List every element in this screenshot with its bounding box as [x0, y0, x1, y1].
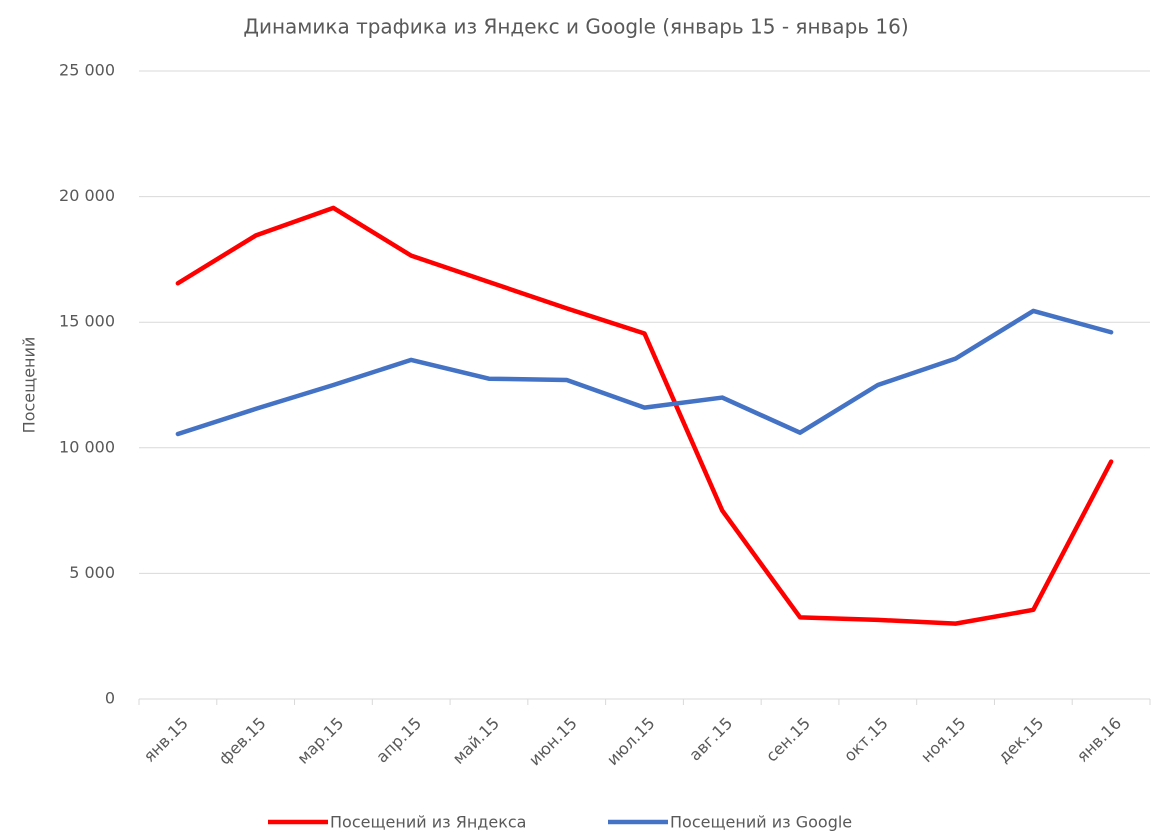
y-tick-label: 25 000 — [59, 61, 115, 80]
x-tick-label: ноя.15 — [917, 714, 970, 767]
y-tick-label: 5 000 — [69, 563, 115, 582]
x-tick-label: дек.15 — [994, 714, 1047, 767]
x-tick-label: янв.15 — [140, 714, 192, 766]
legend-label: Посещений из Яндекса — [330, 813, 526, 832]
series-line — [175, 308, 1114, 437]
y-tick-label: 15 000 — [59, 312, 115, 331]
x-tick-label: апр.15 — [372, 714, 425, 767]
legend-label: Посещений из Google — [670, 813, 852, 832]
chart-title: Динамика трафика из Яндекс и Google (янв… — [243, 15, 908, 39]
x-tick-label: фев.15 — [215, 714, 270, 769]
x-tick-label: июл.15 — [603, 714, 659, 770]
x-tick-label: мар.15 — [293, 714, 347, 768]
x-tick-label: окт.15 — [840, 714, 892, 766]
series-line — [175, 205, 1114, 626]
x-tick-label: июн.15 — [525, 714, 581, 770]
x-tick-label: май.15 — [449, 714, 503, 768]
x-tick-label: авг.15 — [685, 714, 736, 765]
y-tick-label: 0 — [105, 689, 115, 708]
x-tick-label: янв.16 — [1073, 714, 1125, 766]
y-axis-label: Посещений — [20, 337, 39, 434]
y-tick-label: 20 000 — [59, 186, 115, 205]
x-tick-label: сен.15 — [762, 714, 814, 766]
y-tick-label: 10 000 — [59, 437, 115, 456]
